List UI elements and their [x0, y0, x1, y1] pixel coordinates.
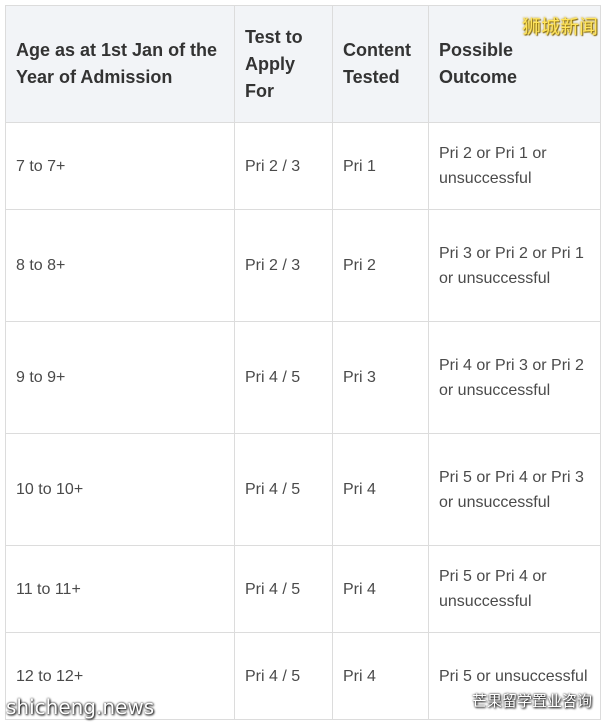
header-test: Test to Apply For: [234, 5, 333, 123]
header-content: Content Tested: [332, 5, 429, 123]
table-row: 10 to 10+ Pri 4 / 5 Pri 4 Pri 5 or Pri 4…: [5, 433, 601, 546]
cell-outcome: Pri 4 or Pri 3 or Pri 2 or unsuccessful: [428, 321, 601, 434]
admission-table-container: Age as at 1st Jan of the Year of Admissi…: [5, 5, 601, 720]
watermark-top-right: 狮城新闻: [521, 16, 598, 38]
admission-table: Age as at 1st Jan of the Year of Admissi…: [5, 5, 601, 720]
table-row: 8 to 8+ Pri 2 / 3 Pri 2 Pri 3 or Pri 2 o…: [5, 209, 601, 322]
cell-test: Pri 4 / 5: [234, 321, 333, 434]
cell-content: Pri 1: [332, 122, 429, 210]
cell-outcome: Pri 3 or Pri 2 or Pri 1 or unsuccessful: [428, 209, 601, 322]
watermark-bottom-right: 芒果留学置业咨询: [446, 690, 592, 711]
cell-age: 8 to 8+: [5, 209, 235, 322]
table-row: 9 to 9+ Pri 4 / 5 Pri 3 Pri 4 or Pri 3 o…: [5, 321, 601, 434]
table-row: 7 to 7+ Pri 2 / 3 Pri 1 Pri 2 or Pri 1 o…: [5, 122, 601, 210]
cell-outcome: Pri 5 or unsuccessful: [428, 632, 601, 720]
cell-test: Pri 2 / 3: [234, 122, 333, 210]
cell-age: 11 to 11+: [5, 545, 235, 633]
cell-test: Pri 2 / 3: [234, 209, 333, 322]
cell-outcome: Pri 5 or Pri 4 or Pri 3 or unsuccessful: [428, 433, 601, 546]
watermark-bottom-right-text: 芒果留学置业咨询: [471, 692, 592, 710]
cell-content: Pri 4: [332, 433, 429, 546]
table-row: 12 to 12+ Pri 4 / 5 Pri 4 Pri 5 or unsuc…: [5, 632, 601, 720]
watermark-bottom-left: shicheng.news: [6, 695, 155, 719]
cell-age: 9 to 9+: [5, 321, 235, 434]
header-outcome: Possible Outcome: [428, 5, 601, 123]
cell-test: Pri 4 / 5: [234, 632, 333, 720]
cell-content: Pri 3: [332, 321, 429, 434]
cell-age: 10 to 10+: [5, 433, 235, 546]
cell-content: Pri 4: [332, 632, 429, 720]
cell-content: Pri 4: [332, 545, 429, 633]
wechat-icon: [446, 692, 468, 710]
cell-test: Pri 4 / 5: [234, 545, 333, 633]
cell-test: Pri 4 / 5: [234, 433, 333, 546]
table-row: 11 to 11+ Pri 4 / 5 Pri 4 Pri 5 or Pri 4…: [5, 545, 601, 633]
cell-age: 7 to 7+: [5, 122, 235, 210]
header-age: Age as at 1st Jan of the Year of Admissi…: [5, 5, 235, 123]
cell-outcome: Pri 2 or Pri 1 or unsuccessful: [428, 122, 601, 210]
cell-content: Pri 2: [332, 209, 429, 322]
cell-outcome: Pri 5 or Pri 4 or unsuccessful: [428, 545, 601, 633]
header-row: Age as at 1st Jan of the Year of Admissi…: [5, 5, 601, 123]
